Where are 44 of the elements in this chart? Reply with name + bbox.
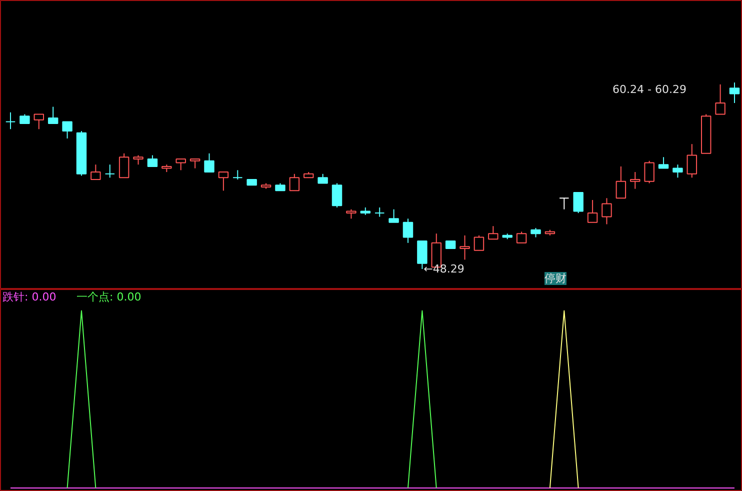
candlestick xyxy=(318,173,328,184)
candlestick xyxy=(587,200,598,223)
candlestick xyxy=(190,158,200,169)
candlestick xyxy=(133,154,144,166)
text: 停财 xyxy=(544,272,566,285)
candlestick xyxy=(729,82,740,104)
candlestick xyxy=(402,218,414,244)
candlestick xyxy=(388,208,399,223)
annotation: 60.24 - 60.29 xyxy=(612,83,686,96)
candlestick xyxy=(346,208,356,220)
candlestick xyxy=(176,158,186,171)
candlestick xyxy=(686,144,698,178)
candlestick xyxy=(530,227,541,238)
candlestick xyxy=(644,160,654,184)
candlestick xyxy=(20,114,30,124)
candlestick xyxy=(602,198,612,225)
candlestick xyxy=(204,152,214,173)
candlestick xyxy=(658,156,669,169)
candlestick xyxy=(90,164,101,180)
text: 跌针: 0.00 xyxy=(2,290,56,304)
candlestick xyxy=(5,112,16,130)
candlestick xyxy=(147,154,158,167)
candlestick xyxy=(104,164,115,178)
candlestick xyxy=(559,198,570,210)
candlestick xyxy=(630,172,640,190)
candlestick xyxy=(460,234,470,260)
candlestick xyxy=(48,106,58,124)
candlestick xyxy=(573,192,584,214)
candlestick xyxy=(289,173,300,192)
candlestick xyxy=(34,114,44,130)
annotation: ←48.29 xyxy=(424,262,464,276)
candlestick xyxy=(374,206,385,218)
candlestick xyxy=(218,172,229,192)
candlestick xyxy=(488,226,498,240)
candlestick xyxy=(62,121,72,139)
candlestick xyxy=(672,164,683,178)
candlestick xyxy=(332,182,342,208)
candlestick xyxy=(715,84,726,115)
series-label: 一个点: 0.00 xyxy=(76,290,142,304)
candlestick xyxy=(474,234,484,251)
candlestick xyxy=(516,231,527,244)
candlestick xyxy=(616,166,626,199)
candlestick xyxy=(232,170,243,180)
candlestick xyxy=(118,152,130,178)
